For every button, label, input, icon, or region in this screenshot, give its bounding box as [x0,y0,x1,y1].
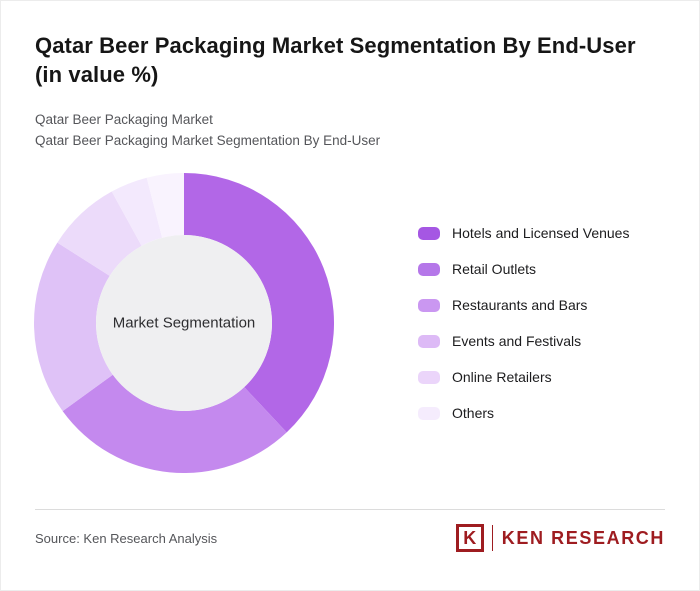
donut-center-label: Market Segmentation [112,314,256,332]
donut-segment-1 [62,374,287,474]
donut-svg [34,173,334,474]
legend-label: Restaurants and Bars [452,297,588,314]
legend-label: Hotels and Licensed Venues [452,225,630,242]
logo-wordmark: KEN RESEARCH [501,527,665,548]
legend-item: Retail Outlets [418,261,629,277]
chart-area: Market Segmentation Hotels and Licensed … [34,173,665,474]
legend-swatch [418,298,440,312]
legend-swatch [418,406,440,420]
source-text: Source: Ken Research Analysis [35,530,218,546]
legend-label: Online Retailers [452,369,552,386]
donut-segment-2 [34,242,113,412]
legend: Hotels and Licensed Venues Retail Outlets… [418,225,629,421]
legend-swatch [418,370,440,384]
subtitle-line-1: Qatar Beer Packaging Market [35,112,213,128]
legend-label: Retail Outlets [452,261,537,278]
legend-item: Online Retailers [418,369,629,385]
donut-segment-0 [184,173,334,433]
footer-divider [35,509,665,511]
subtitle-line-2: Qatar Beer Packaging Market Segmentation… [35,133,381,149]
legend-label: Others [452,405,495,422]
page-title: Qatar Beer Packaging Market Segmentation… [35,33,636,88]
chart-subtitles: Qatar Beer Packaging Market Qatar Beer P… [35,109,665,151]
donut-chart: Market Segmentation [34,173,334,474]
footer: Source: Ken Research Analysis K KEN RESE… [35,524,665,553]
legend-swatch [418,262,440,276]
legend-item: Others [418,405,629,421]
donut-segment-3 [57,191,142,276]
ken-logo-icon: K [455,524,484,553]
ken-research-logo: K KEN RESEARCH [455,524,665,553]
legend-item: Restaurants and Bars [418,297,629,313]
donut-segment-5 [146,173,184,238]
legend-swatch [418,334,440,348]
donut-segment-4 [111,177,163,246]
legend-item: Events and Festivals [418,333,629,349]
legend-item: Hotels and Licensed Venues [418,225,629,241]
logo-separator [491,525,493,552]
donut-center-circle [96,235,272,412]
legend-swatch [418,226,440,240]
legend-label: Events and Festivals [452,333,582,350]
